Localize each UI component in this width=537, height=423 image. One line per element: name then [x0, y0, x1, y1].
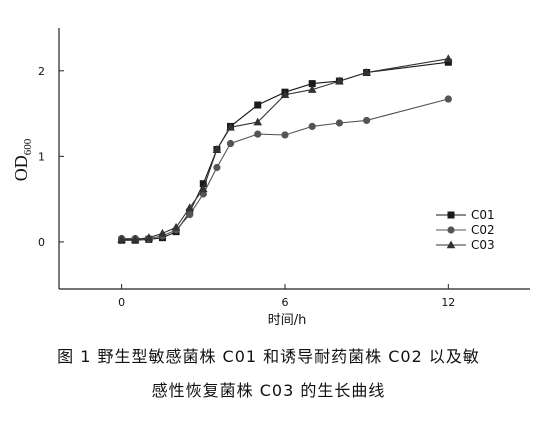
- data-point-c03: [117, 234, 126, 243]
- y-ticks: 0 1 2: [38, 65, 64, 249]
- data-point-c03: [198, 184, 208, 193]
- series-c03: [117, 54, 453, 243]
- legend-item-c01: C01: [436, 208, 495, 222]
- x-tick-label: 6: [281, 296, 288, 309]
- data-point-c03: [185, 203, 194, 212]
- data-point-c01: [199, 180, 207, 188]
- x-axis-title: 时间/h: [268, 313, 307, 328]
- legend-label-c01: C01: [471, 208, 495, 222]
- data-point-c02: [186, 210, 194, 219]
- legend-item-c03: C03: [436, 238, 495, 252]
- data-point-c02: [254, 130, 262, 138]
- legend-marker-c01: [447, 211, 455, 219]
- data-point-c01: [308, 80, 316, 88]
- series-line-c03: [121, 58, 449, 240]
- legend-marker-c02: [447, 226, 455, 234]
- x-ticks: 0 6 12: [118, 284, 455, 309]
- data-point-c03: [335, 76, 344, 85]
- data-point-c02: [335, 119, 344, 127]
- data-point-c02: [308, 122, 316, 131]
- data-point-c03: [130, 234, 140, 243]
- legend-marker-c03: [446, 240, 456, 249]
- series-c02: [118, 95, 452, 243]
- data-point-c03: [444, 54, 453, 63]
- legend-label-c02: C02: [471, 223, 495, 237]
- series-line-c02: [121, 98, 449, 240]
- data-point-c02: [226, 139, 235, 148]
- x-tick-label: 0: [118, 296, 125, 309]
- data-point-c01: [254, 101, 262, 109]
- y-axis-title-subscript: 600: [22, 138, 34, 155]
- figure-caption-line-2: 感性恢复菌株 C03 的生长曲线: [151, 381, 386, 400]
- y-tick-label: 0: [38, 236, 45, 249]
- data-point-c03: [144, 233, 154, 241]
- data-point-c02: [363, 116, 371, 125]
- data-point-c02: [444, 95, 452, 103]
- figure-caption-line-1: 图 1 野生型敏感菌株 C01 和诱导耐药菌株 C02 以及敏: [57, 347, 480, 366]
- data-point-c02: [213, 163, 221, 172]
- data-point-c03: [280, 90, 290, 99]
- plot-frame: [58, 28, 530, 290]
- data-point-c03: [212, 145, 222, 153]
- data-point-c03: [158, 228, 167, 237]
- y-tick-label: 1: [38, 150, 45, 163]
- series-layer: [117, 54, 453, 244]
- data-point-c03: [362, 67, 371, 76]
- legend-item-c02: C02: [436, 223, 495, 237]
- data-point-c03: [171, 222, 181, 231]
- data-point-c03: [253, 117, 263, 126]
- y-axis-title-main: OD: [11, 155, 31, 181]
- data-point-c03: [226, 122, 235, 131]
- data-point-c03: [307, 85, 317, 93]
- y-tick-label: 2: [38, 65, 45, 78]
- data-point-c02: [281, 131, 289, 139]
- data-point-c01: [444, 58, 452, 66]
- x-tick-label: 12: [441, 296, 455, 309]
- legend-label-c03: C03: [471, 238, 495, 252]
- y-axis-title: OD600: [11, 138, 34, 181]
- series-c01: [118, 58, 452, 244]
